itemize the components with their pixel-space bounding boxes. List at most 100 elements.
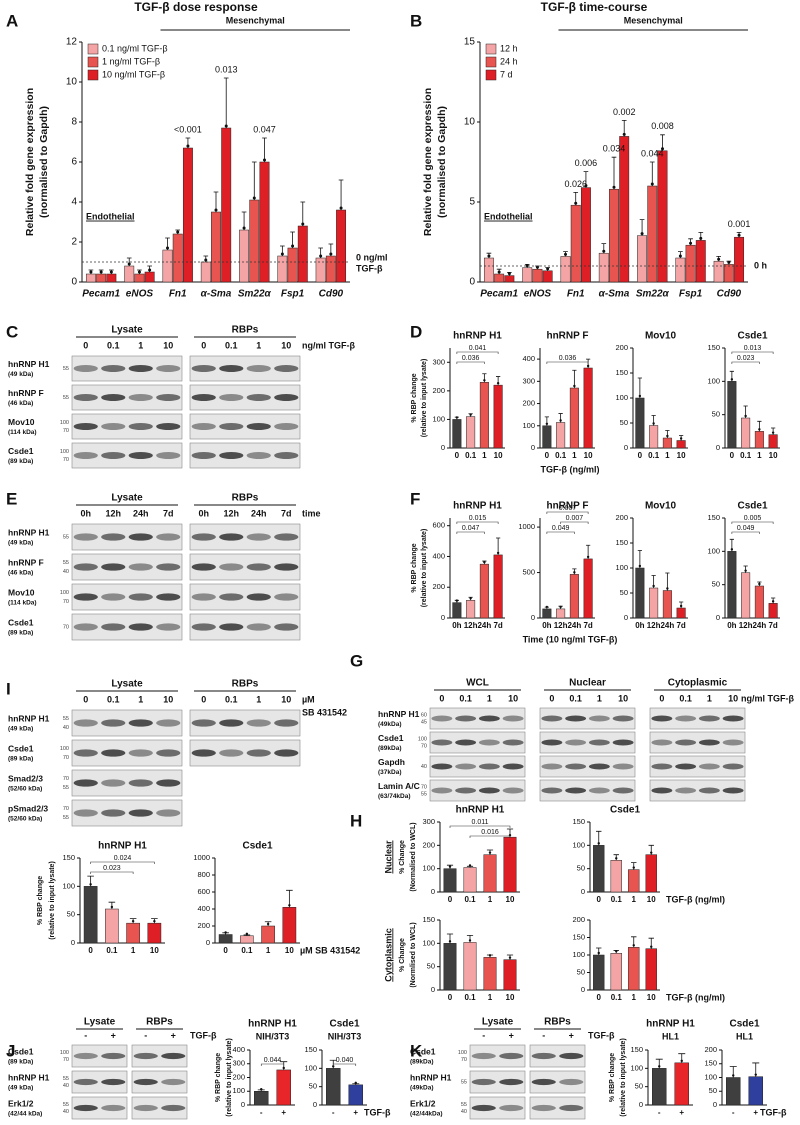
blot-band: [128, 623, 153, 631]
bar: [221, 127, 232, 283]
y-axis-label: % RBP change: [411, 373, 418, 422]
significance-bracket: [560, 521, 589, 524]
blot-band: [502, 763, 524, 770]
data-point: [469, 413, 472, 416]
significance-bracket: [260, 1063, 285, 1066]
size-marker: 55: [63, 716, 69, 722]
x-tick-label: 1: [632, 895, 637, 904]
x-tick-label: 1: [757, 451, 762, 460]
bar: [532, 268, 543, 283]
bar: [85, 273, 96, 283]
chart-title: hnRNP H1: [248, 1019, 297, 1030]
data-point: [262, 158, 266, 162]
blot-band: [219, 719, 244, 727]
data-point: [666, 587, 669, 590]
blot-band: [191, 533, 216, 541]
blot-band: [274, 452, 299, 459]
blot-membrane: [71, 709, 183, 737]
y-axis-label: % RBP change: [215, 1053, 222, 1102]
data-point: [214, 208, 218, 212]
x-tick-label: 0: [597, 993, 602, 1002]
data-point: [127, 262, 131, 266]
bar: [463, 867, 477, 893]
p-value: 0.002: [613, 107, 636, 117]
bar: [466, 416, 476, 449]
blot-membrane: [539, 779, 636, 802]
blot-band: [128, 423, 153, 430]
chart-title: Csde1: [242, 841, 272, 852]
data-point: [564, 252, 568, 256]
blot-row-label: hnRNP H1: [378, 709, 420, 719]
blot-band: [219, 563, 244, 571]
data-point: [224, 124, 228, 128]
panel-label: K: [410, 1041, 423, 1060]
lane-label: 0: [83, 340, 88, 350]
bar: [348, 1084, 363, 1106]
chart-subtitle: HL1: [662, 1031, 679, 1041]
data-point: [650, 945, 653, 948]
bar: [676, 440, 686, 449]
y-tick-label: 12: [66, 37, 78, 48]
y-axis-label: (relative to input lysate): [421, 359, 428, 438]
significance-bracket: [456, 531, 485, 534]
size-marker: 55: [461, 1102, 467, 1108]
blot-band: [651, 715, 673, 722]
data-point: [678, 254, 682, 258]
data-point: [153, 919, 156, 923]
blot-band: [133, 1052, 158, 1060]
p-value: 0.023: [103, 865, 121, 872]
data-point: [730, 548, 734, 551]
x-tick-label: 10: [647, 895, 656, 904]
blot-band: [455, 739, 477, 746]
y-tick-label: 0: [241, 1100, 245, 1109]
bar: [569, 387, 579, 449]
x-tick-label: 0.1: [611, 993, 623, 1002]
data-point: [732, 1074, 735, 1077]
y-axis-label: (Normlised to WCL): [410, 922, 417, 987]
y-tick-label: 200: [232, 1072, 245, 1081]
chart-title: Csde1: [729, 1019, 759, 1030]
y-axis-label: (normalised to Gapdh): [436, 106, 448, 218]
blot-row-sub: (42/44kDa): [410, 1111, 443, 1118]
blot-membrane: [469, 1096, 526, 1120]
blot-band: [73, 779, 98, 787]
data-point: [758, 582, 761, 586]
blot-band: [246, 719, 271, 727]
lane-label: 10: [163, 694, 173, 704]
y-tick-label: 150: [62, 853, 75, 862]
data-point: [109, 270, 113, 274]
bar: [560, 256, 571, 283]
significance-bracket: [731, 361, 760, 364]
bar: [610, 953, 622, 991]
bar: [83, 886, 98, 944]
blot-band: [246, 593, 271, 601]
bar: [254, 1091, 269, 1106]
lane-label: +: [509, 1030, 514, 1040]
data-point: [448, 940, 452, 943]
blot-band: [565, 739, 587, 746]
bar: [628, 869, 640, 893]
y-tick-label: 1000: [193, 853, 210, 862]
blot-row-label: Erk1/2: [410, 1098, 436, 1108]
y-tick-label: 100: [522, 421, 535, 430]
blot-row-sub: (49 kDa): [8, 540, 33, 547]
panel-label: D: [410, 322, 422, 341]
data-point: [744, 414, 747, 418]
bar: [542, 608, 552, 619]
blot-band: [156, 563, 181, 571]
blot-band: [191, 749, 216, 757]
p-value: 0.011: [472, 819, 489, 826]
blot-band: [565, 763, 587, 770]
blot-row-sub: (52/60 kDa): [8, 816, 42, 823]
data-point: [280, 252, 284, 256]
blot-band: [246, 749, 271, 757]
lane-label: 10: [508, 693, 518, 703]
x-axis-label: TGF-β (ng/ml): [666, 992, 725, 1002]
blot-membrane: [649, 707, 746, 730]
y-axis-label: % Change: [399, 840, 406, 874]
data-point: [699, 236, 703, 240]
bar: [239, 229, 250, 283]
data-point: [652, 584, 655, 588]
legend-swatch: [485, 43, 497, 55]
blot-band: [274, 623, 299, 631]
